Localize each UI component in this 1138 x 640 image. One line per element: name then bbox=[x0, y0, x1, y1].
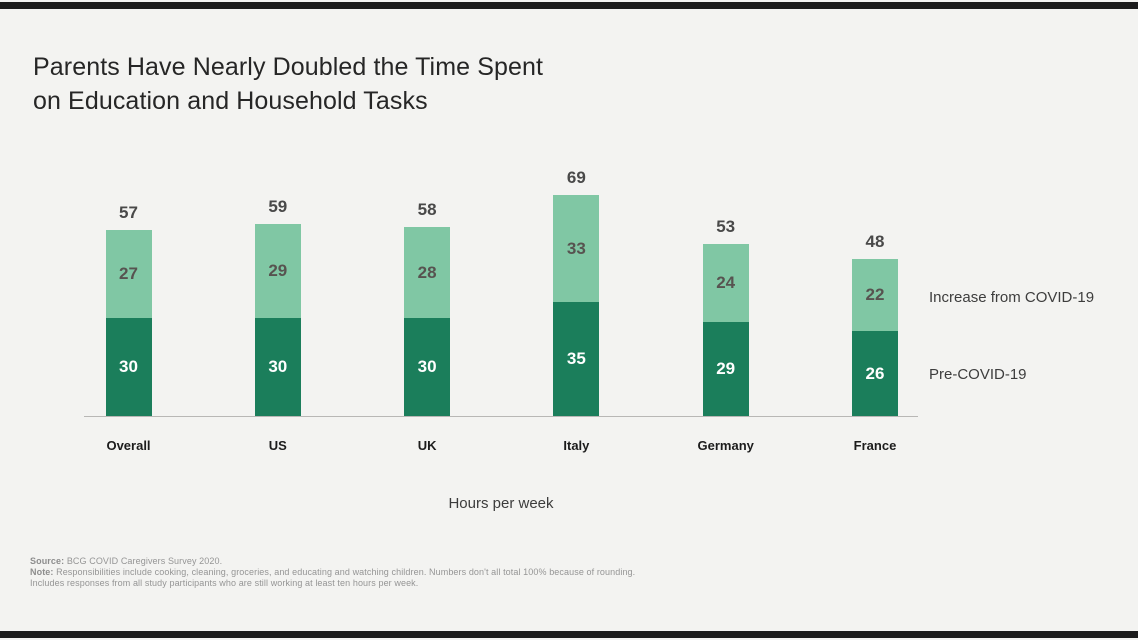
bar-germany-pre-covid-segment: 29 bbox=[702, 322, 749, 416]
bottom-edge-bar bbox=[0, 631, 1138, 638]
bar-italy-increase-segment: 33 bbox=[553, 195, 600, 302]
bar-uk-pre-covid-segment-value-label: 30 bbox=[417, 357, 437, 376]
category-label-france: France bbox=[853, 438, 897, 453]
category-label-uk: UK bbox=[417, 438, 437, 453]
page-title-line2: on Education and Household Tasks bbox=[33, 87, 428, 115]
category-label-italy: Italy bbox=[563, 438, 590, 453]
bar-overall-increase-segment: 27 bbox=[105, 230, 152, 318]
bar-overall-pre-covid-segment-value-label: 30 bbox=[119, 357, 138, 376]
bar-us-pre-covid-segment: 30 bbox=[254, 318, 301, 416]
note-text: Responsibilities include cooking, cleani… bbox=[53, 567, 636, 577]
footnote-source-line: Source: BCG COVID Caregivers Survey 2020… bbox=[30, 556, 635, 567]
bar-italy-total-label: 69 bbox=[566, 168, 586, 187]
bar-us-total-label: 59 bbox=[268, 197, 288, 216]
top-edge-bar bbox=[0, 2, 1138, 9]
legend-increase-from-covid: Increase from COVID-19 bbox=[929, 289, 1095, 306]
bar-overall-pre-covid-segment: 30 bbox=[105, 318, 152, 416]
bar-us-increase-segment: 29 bbox=[254, 224, 301, 318]
bar-uk-pre-covid-segment: 30 bbox=[404, 318, 451, 416]
bar-germany-pre-covid-segment-value-label: 29 bbox=[716, 359, 736, 378]
bar-italy-increase-segment-value-label: 33 bbox=[566, 238, 586, 258]
bar-germany-increase-segment: 24 bbox=[702, 244, 749, 322]
bar-france-increase-segment: 22 bbox=[852, 259, 898, 331]
legend-pre-covid: Pre-COVID-19 bbox=[929, 366, 1027, 383]
bar-france-pre-covid-segment: 26 bbox=[852, 331, 898, 416]
x-axis-title: Hours per week bbox=[448, 495, 554, 512]
bar-germany-total-label: 53 bbox=[716, 217, 736, 236]
source-text: BCG COVID Caregivers Survey 2020. bbox=[64, 556, 223, 566]
footnote-note-line: Note: Responsibilities include cooking, … bbox=[30, 567, 635, 578]
bar-uk-increase-segment-value-label: 28 bbox=[417, 262, 437, 282]
x-axis-line bbox=[84, 416, 918, 417]
bar-italy-pre-covid-segment-value-label: 35 bbox=[566, 349, 586, 368]
category-label-overall: Overall bbox=[106, 438, 151, 453]
note-label: Note: bbox=[30, 567, 54, 577]
page-title: Parents Have Nearly Doubled the Time Spe… bbox=[33, 50, 543, 118]
page-title-line1: Parents Have Nearly Doubled the Time Spe… bbox=[33, 53, 544, 81]
bar-us-increase-segment-value-label: 29 bbox=[268, 261, 288, 280]
bar-overall-total-label: 57 bbox=[119, 203, 138, 222]
bar-germany-increase-segment-value-label: 24 bbox=[716, 273, 736, 292]
bar-italy-pre-covid-segment: 35 bbox=[553, 302, 600, 416]
bar-overall-increase-segment-value-label: 27 bbox=[119, 264, 138, 283]
bar-france-pre-covid-segment-value-label: 26 bbox=[865, 363, 885, 383]
footnote-note-line2: Includes responses from all study partic… bbox=[30, 578, 419, 588]
bar-france-increase-segment-value-label: 22 bbox=[865, 285, 885, 304]
category-label-us: US bbox=[268, 438, 287, 453]
bar-uk-increase-segment: 28 bbox=[404, 227, 451, 318]
category-label-germany: Germany bbox=[697, 438, 754, 453]
footnote: Source: BCG COVID Caregivers Survey 2020… bbox=[30, 556, 635, 589]
bar-uk-total-label: 58 bbox=[417, 200, 437, 219]
source-label: Source: bbox=[30, 556, 65, 566]
bar-us-pre-covid-segment-value-label: 30 bbox=[268, 357, 288, 376]
bar-france-total-label: 48 bbox=[865, 232, 885, 251]
